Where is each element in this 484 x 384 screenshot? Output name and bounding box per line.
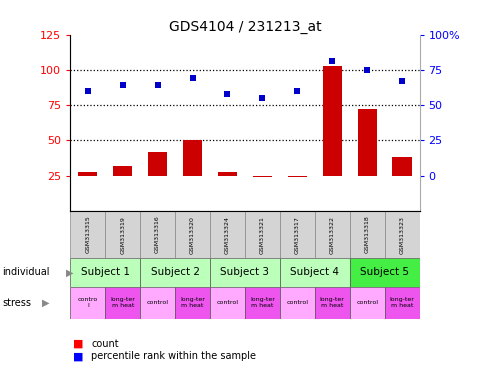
Bar <box>210 287 244 319</box>
Bar <box>279 287 314 319</box>
Bar <box>210 211 244 258</box>
Bar <box>140 258 210 287</box>
Text: GSM313323: GSM313323 <box>399 215 404 253</box>
Text: long-ter
m heat: long-ter m heat <box>180 297 205 308</box>
Text: long-ter
m heat: long-ter m heat <box>110 297 135 308</box>
Text: GSM313321: GSM313321 <box>259 216 264 253</box>
Text: long-ter
m heat: long-ter m heat <box>249 297 274 308</box>
Bar <box>70 211 105 258</box>
Text: control: control <box>146 300 168 305</box>
Text: percentile rank within the sample: percentile rank within the sample <box>91 351 256 361</box>
Text: long-ter
m heat: long-ter m heat <box>389 297 414 308</box>
Bar <box>252 176 272 177</box>
Text: Subject 4: Subject 4 <box>289 267 339 277</box>
Text: GSM313322: GSM313322 <box>329 215 334 253</box>
Bar <box>392 157 411 176</box>
Bar <box>349 258 419 287</box>
Bar <box>70 287 105 319</box>
Text: Subject 3: Subject 3 <box>220 267 269 277</box>
Bar <box>140 287 175 319</box>
Text: GSM313324: GSM313324 <box>225 215 229 253</box>
Text: control: control <box>216 300 238 305</box>
Text: ▶: ▶ <box>65 267 73 277</box>
Text: control: control <box>286 300 308 305</box>
Text: Subject 5: Subject 5 <box>359 267 408 277</box>
Bar <box>357 109 376 176</box>
Bar <box>70 258 140 287</box>
Bar <box>148 152 167 176</box>
Text: stress: stress <box>2 298 31 308</box>
Text: count: count <box>91 339 119 349</box>
Text: individual: individual <box>2 267 50 277</box>
Bar <box>113 166 132 176</box>
Text: long-ter
m heat: long-ter m heat <box>319 297 344 308</box>
Text: GSM313316: GSM313316 <box>155 216 160 253</box>
Bar <box>210 258 279 287</box>
Text: ■: ■ <box>73 351 83 361</box>
Bar <box>78 172 97 176</box>
Bar <box>244 211 279 258</box>
Bar <box>182 141 202 176</box>
Text: contro
l: contro l <box>77 297 98 308</box>
Text: GSM313315: GSM313315 <box>85 216 90 253</box>
Bar <box>322 66 341 176</box>
Bar <box>349 287 384 319</box>
Bar <box>105 287 140 319</box>
Text: Subject 1: Subject 1 <box>80 267 130 277</box>
Text: GSM313318: GSM313318 <box>364 216 369 253</box>
Bar <box>105 211 140 258</box>
Bar <box>384 211 419 258</box>
Text: GSM313317: GSM313317 <box>294 216 299 253</box>
Text: control: control <box>355 300 378 305</box>
Bar <box>279 211 314 258</box>
Bar <box>287 176 306 177</box>
Bar <box>279 258 349 287</box>
Title: GDS4104 / 231213_at: GDS4104 / 231213_at <box>168 20 320 33</box>
Bar <box>314 287 349 319</box>
Text: ▶: ▶ <box>42 298 49 308</box>
Bar <box>384 287 419 319</box>
Bar <box>175 211 210 258</box>
Text: ■: ■ <box>73 339 83 349</box>
Text: Subject 2: Subject 2 <box>150 267 199 277</box>
Bar <box>314 211 349 258</box>
Bar <box>349 211 384 258</box>
Text: GSM313320: GSM313320 <box>190 216 195 253</box>
Bar <box>217 172 237 176</box>
Text: GSM313319: GSM313319 <box>120 216 125 253</box>
Bar <box>140 211 175 258</box>
Bar <box>244 287 279 319</box>
Bar <box>175 287 210 319</box>
